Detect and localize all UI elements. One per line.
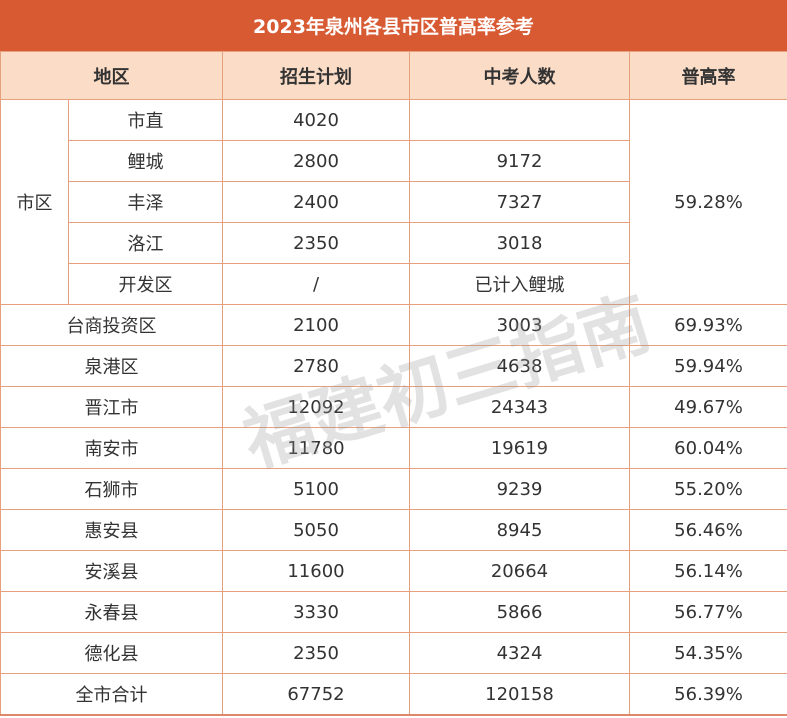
row-plan: 2350: [222, 222, 410, 264]
row-name: 全市合计: [0, 673, 223, 716]
table-row: 洛江 2350 3018: [1, 222, 787, 264]
row-exam: 9239: [409, 468, 630, 510]
row-plan: 5100: [222, 468, 410, 510]
row-name: 晋江市: [0, 386, 223, 428]
table-row: 泉港区 2780 4638 59.94%: [0, 345, 787, 387]
row-exam: 4638: [409, 345, 630, 387]
header-plan: 招生计划: [222, 51, 410, 100]
row-name: 鲤城: [68, 140, 223, 182]
row-plan: 5050: [222, 509, 410, 551]
row-rate: 49.67%: [629, 386, 787, 428]
table-row: 台商投资区 2100 3003 69.93%: [0, 304, 787, 346]
table-row: 永春县 3330 5866 56.77%: [0, 591, 787, 633]
row-name: 洛江: [68, 222, 223, 264]
row-exam: 4324: [409, 632, 630, 674]
city-group-label: 市区: [0, 99, 69, 305]
row-name: 开发区: [68, 263, 223, 305]
table-row: 晋江市 12092 24343 49.67%: [0, 386, 787, 428]
table-row: 市区 市直 4020 59.28%: [0, 99, 787, 305]
row-plan: 3330: [222, 591, 410, 633]
table-row: 德化县 2350 4324 54.35%: [0, 632, 787, 674]
row-rate: 55.20%: [629, 468, 787, 510]
table-row: 安溪县 11600 20664 56.14%: [0, 550, 787, 592]
row-rate: 56.77%: [629, 591, 787, 633]
row-rate: 60.04%: [629, 427, 787, 469]
header-exam: 中考人数: [409, 51, 630, 100]
row-exam: [409, 99, 630, 141]
row-plan: 11600: [222, 550, 410, 592]
row-plan: 11780: [222, 427, 410, 469]
row-name: 泉港区: [0, 345, 223, 387]
header-region: 地区: [0, 51, 223, 100]
city-group-rate: 59.28%: [629, 99, 787, 305]
row-rate: 54.35%: [629, 632, 787, 674]
table-row: 丰泽 2400 7327: [1, 181, 787, 223]
row-name: 台商投资区: [0, 304, 223, 346]
table-total-row: 全市合计 67752 120158 56.39%: [0, 673, 787, 716]
row-exam: 3018: [409, 222, 630, 264]
row-name: 南安市: [0, 427, 223, 469]
row-name: 丰泽: [68, 181, 223, 223]
row-exam: 20664: [409, 550, 630, 592]
row-exam: 9172: [409, 140, 630, 182]
row-exam: 3003: [409, 304, 630, 346]
table-row: 惠安县 5050 8945 56.46%: [0, 509, 787, 551]
row-rate: 56.39%: [629, 673, 787, 716]
header-rate: 普高率: [629, 51, 787, 100]
row-plan: 2400: [222, 181, 410, 223]
row-plan: 2780: [222, 345, 410, 387]
row-exam: 5866: [409, 591, 630, 633]
page-title: 2023年泉州各县市区普高率参考: [0, 0, 787, 51]
row-plan: 2800: [222, 140, 410, 182]
table-row: 石狮市 5100 9239 55.20%: [0, 468, 787, 510]
row-rate: 56.14%: [629, 550, 787, 592]
row-plan: 67752: [222, 673, 410, 716]
row-name: 德化县: [0, 632, 223, 674]
enrollment-table: 地区 招生计划 中考人数 普高率 市区 市直 4020 59.28% 鲤城 28…: [0, 51, 787, 716]
row-plan: 4020: [222, 99, 410, 141]
row-exam: 8945: [409, 509, 630, 551]
table-header-row: 地区 招生计划 中考人数 普高率: [0, 51, 787, 100]
row-rate: 59.94%: [629, 345, 787, 387]
table-row: 鲤城 2800 9172: [1, 140, 787, 182]
row-exam: 已计入鲤城: [409, 263, 630, 305]
row-plan: 2350: [222, 632, 410, 674]
row-name: 石狮市: [0, 468, 223, 510]
row-rate: 56.46%: [629, 509, 787, 551]
row-plan: 12092: [222, 386, 410, 428]
table-row: 开发区 / 已计入鲤城: [1, 263, 787, 305]
row-exam: 19619: [409, 427, 630, 469]
row-exam: 24343: [409, 386, 630, 428]
row-name: 安溪县: [0, 550, 223, 592]
row-name: 惠安县: [0, 509, 223, 551]
row-plan: 2100: [222, 304, 410, 346]
row-plan: /: [222, 263, 410, 305]
row-name: 市直: [68, 99, 223, 141]
row-name: 永春县: [0, 591, 223, 633]
row-exam: 120158: [409, 673, 630, 716]
row-rate: 69.93%: [629, 304, 787, 346]
table-row: 南安市 11780 19619 60.04%: [0, 427, 787, 469]
row-exam: 7327: [409, 181, 630, 223]
